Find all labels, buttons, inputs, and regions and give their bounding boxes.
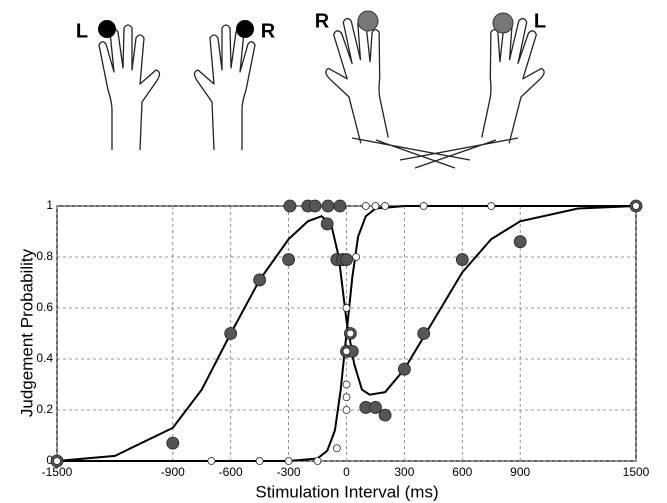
data-point <box>54 458 61 465</box>
data-point <box>285 458 292 465</box>
x-tick-label: -900 <box>161 465 185 479</box>
data-point <box>322 200 334 212</box>
hand <box>195 25 256 150</box>
arm <box>400 138 518 168</box>
y-axis-label: Judgement Probability <box>17 248 36 417</box>
data-point <box>314 458 321 465</box>
data-point <box>343 407 350 414</box>
hand <box>316 13 401 148</box>
data-point <box>420 203 427 210</box>
data-point <box>343 381 350 388</box>
figure: L R R L Stimulation Interval (ms) Judgem… <box>0 0 667 503</box>
y-tick-label: 0.6 <box>36 300 53 314</box>
stimulus-dot <box>493 13 513 33</box>
hand-label: R <box>261 20 276 42</box>
hand-label: L <box>534 10 546 32</box>
data-point <box>284 200 296 212</box>
stimulus-dot <box>98 20 116 38</box>
data-point <box>382 203 389 210</box>
data-point <box>283 254 295 266</box>
data-point <box>488 203 495 210</box>
arm <box>352 138 470 168</box>
hand-label: R <box>315 10 330 32</box>
data-point <box>418 328 430 340</box>
hand-label: L <box>76 20 88 42</box>
data-point <box>167 437 179 449</box>
data-point <box>208 458 215 465</box>
data-point <box>321 218 333 230</box>
data-point <box>333 445 340 452</box>
data-point <box>309 200 321 212</box>
hand <box>99 25 160 150</box>
data-point <box>362 203 369 210</box>
data-point <box>369 401 381 413</box>
data-point <box>372 203 379 210</box>
data-point <box>254 274 266 286</box>
data-point <box>633 203 640 210</box>
data-point <box>379 409 391 421</box>
data-point <box>334 200 346 212</box>
hands-illustration: L R R L <box>76 10 554 168</box>
data-point <box>353 254 360 261</box>
y-tick-label: 0.2 <box>36 402 53 416</box>
x-tick-label: 1500 <box>623 465 650 479</box>
x-tick-label: 300 <box>394 465 414 479</box>
y-tick-label: 1 <box>46 198 53 212</box>
data-point <box>256 458 263 465</box>
stimulus-dot <box>358 11 378 31</box>
data-point <box>225 328 237 340</box>
x-tick-label: 900 <box>510 465 530 479</box>
data-point <box>343 348 350 355</box>
x-tick-label: 0 <box>343 465 350 479</box>
data-point <box>341 254 353 266</box>
data-point <box>343 394 350 401</box>
stimulus-dot <box>236 20 254 38</box>
x-axis-label: Stimulation Interval (ms) <box>255 482 438 501</box>
data-point <box>343 305 350 312</box>
data-point <box>456 254 468 266</box>
hand <box>469 13 554 148</box>
data-point <box>347 330 354 337</box>
y-tick-label: 0.8 <box>36 249 53 263</box>
data-point <box>514 236 526 248</box>
y-tick-label: 0.4 <box>36 351 53 365</box>
x-tick-label: -300 <box>277 465 301 479</box>
x-tick-label: -600 <box>219 465 243 479</box>
data-point <box>398 363 410 375</box>
x-tick-label: 600 <box>452 465 472 479</box>
